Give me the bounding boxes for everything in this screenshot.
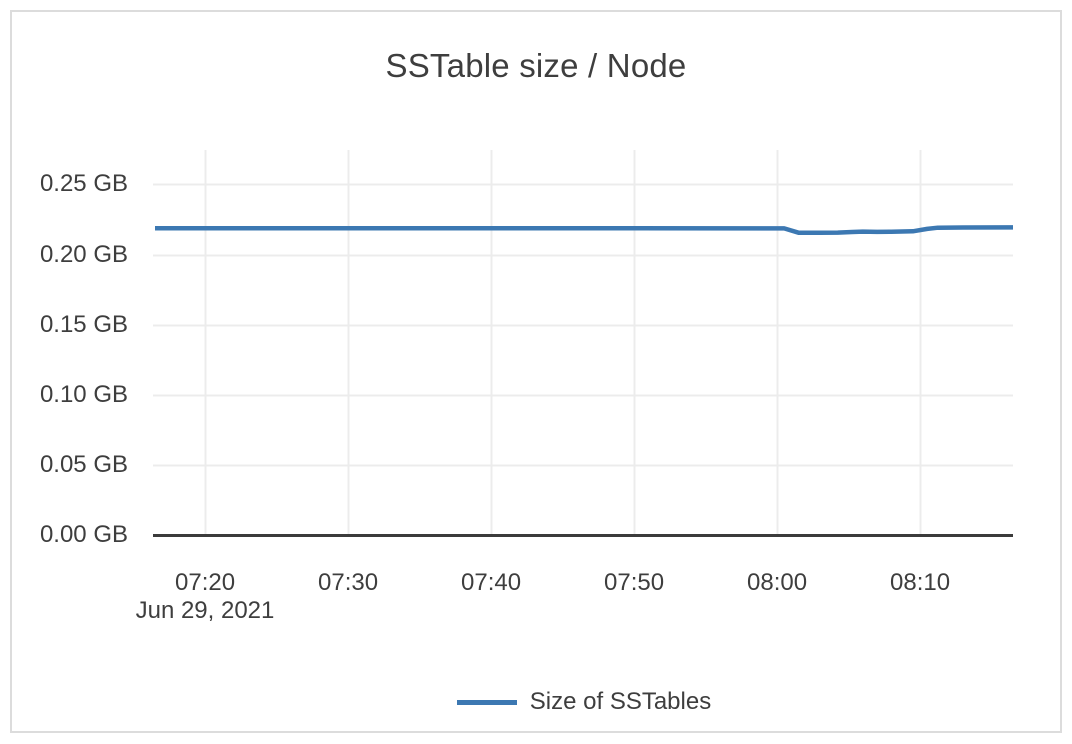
y-tick-label: 0.20 GB <box>39 240 128 268</box>
x-tick-label: 08:00 <box>747 569 808 596</box>
x-tick-label: 07:20 <box>175 569 236 596</box>
x-tick-label: 08:10 <box>890 569 951 596</box>
legend: Size of SSTables <box>155 688 1013 716</box>
x-axis-date-label: Jun 29, 2021 <box>135 597 275 624</box>
legend-item-size-of-sstables[interactable]: Size of SSTables <box>456 688 712 716</box>
legend-line-swatch <box>456 699 517 705</box>
x-tick-label: 07:30 <box>318 569 379 596</box>
x-tick-label: 07:40 <box>461 569 522 596</box>
y-tick-label: 0.05 GB <box>39 450 128 478</box>
x-tick-label: 07:50 <box>604 569 665 596</box>
chart-title: SSTable size / Node <box>385 47 687 84</box>
series-line[interactable] <box>155 225 1014 235</box>
y-tick-label: 0.00 GB <box>39 521 128 548</box>
legend-label: Size of SSTables <box>529 688 712 715</box>
y-tick-label: 0.25 GB <box>39 170 128 198</box>
y-tick-label: 0.10 GB <box>39 380 128 408</box>
y-tick-label: 0.15 GB <box>39 310 128 338</box>
